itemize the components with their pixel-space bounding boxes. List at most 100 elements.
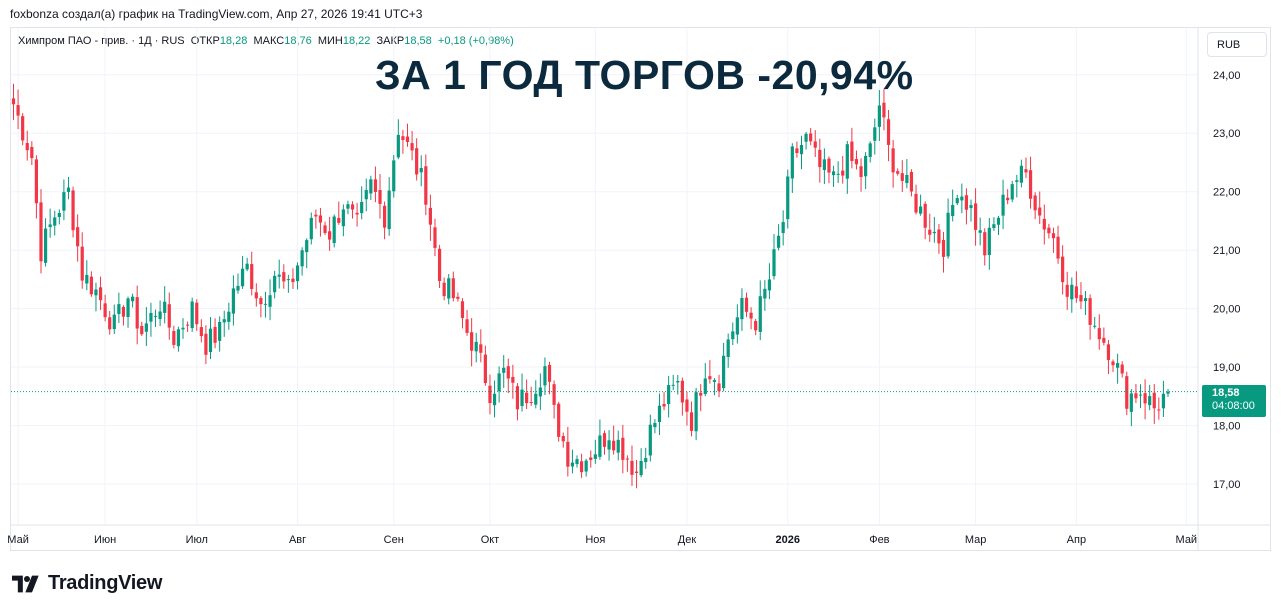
candle-body [905, 174, 909, 184]
candle-body [378, 190, 382, 204]
candle-body [318, 215, 323, 223]
chart-headline: ЗА 1 ГОД ТОРГОВ -20,94% [375, 52, 914, 98]
candle-body [1166, 391, 1170, 394]
candle-body [396, 134, 400, 158]
candle-body [295, 265, 300, 282]
candle-body [1161, 393, 1166, 409]
candle-body [222, 319, 226, 323]
candle-body [140, 325, 144, 335]
candle-body [465, 319, 469, 333]
last-price-tag: 18,58 04:08:00 [1202, 385, 1266, 417]
candle-body [360, 201, 364, 214]
candle-body [634, 471, 639, 473]
candle-body [667, 385, 671, 404]
candle-body [323, 225, 327, 234]
candle-body [873, 127, 877, 141]
candle-body [300, 250, 304, 267]
candle-body [708, 376, 712, 380]
candle-body [946, 212, 950, 257]
candle-body [176, 329, 181, 347]
candle-body [598, 435, 602, 457]
candle-body [437, 248, 442, 281]
candle-body [992, 224, 996, 229]
candle-body [593, 454, 597, 459]
tradingview-logo[interactable]: TradingView [12, 572, 162, 595]
candle-body [1157, 409, 1161, 411]
candle-body [941, 239, 946, 257]
symbol-name[interactable]: Химпром ПАО - прив. · 1Д · RUS [18, 35, 185, 47]
candle-body [470, 332, 474, 351]
candle-body [951, 204, 955, 217]
candle-body [268, 295, 272, 307]
candle-body [341, 209, 345, 227]
candle-body [277, 274, 281, 277]
candle-body [589, 457, 593, 460]
last-price-value: 18,58 [1212, 387, 1240, 399]
candle-body [1093, 325, 1097, 327]
candle-body [112, 314, 116, 330]
candle-body [30, 146, 34, 159]
x-tick-label: Ноя [585, 534, 605, 546]
candle-body [932, 231, 936, 234]
candle-body [877, 105, 881, 127]
candle-body [731, 331, 735, 340]
candle-body [744, 297, 749, 312]
candle-body [231, 288, 236, 314]
x-tick-label: Май [7, 534, 29, 546]
candle-body [479, 344, 483, 353]
high-label: МАКС [253, 35, 285, 47]
candle-body [117, 304, 121, 315]
candle-body [529, 401, 533, 403]
candle-body [126, 298, 130, 317]
candle-body [547, 364, 552, 382]
candle-body [1038, 207, 1042, 216]
candle-body [76, 227, 80, 247]
candle-body [387, 190, 391, 230]
candle-body [827, 158, 831, 173]
candle-body [859, 166, 863, 178]
candle-body [680, 380, 684, 403]
candle-body [1042, 218, 1046, 230]
candle-body [131, 296, 135, 302]
candle-body [662, 404, 666, 407]
candle-body [1001, 194, 1005, 216]
candle-body [172, 331, 176, 345]
candle-body [410, 143, 414, 151]
candle-body [305, 240, 309, 253]
chart-frame[interactable] [10, 27, 1271, 551]
candle-body [1129, 393, 1133, 412]
currency-button[interactable]: RUB [1207, 32, 1267, 57]
candle-body [781, 222, 785, 234]
candle-body [818, 149, 822, 168]
candle-body [653, 422, 657, 428]
candle-body [1051, 233, 1056, 239]
candle-body [1024, 169, 1028, 173]
candle-body [914, 193, 918, 213]
candle-body [909, 172, 914, 192]
candle-body [57, 212, 61, 217]
candle-body [1083, 298, 1088, 302]
change-value: +0,18 (+0,98%) [437, 35, 514, 47]
candle-body [987, 227, 991, 256]
candle-body [983, 232, 987, 256]
candle-body [1102, 337, 1106, 343]
candle-body [1134, 393, 1138, 399]
candle-body [314, 214, 318, 217]
y-tick-label: 23,00 [1213, 128, 1241, 140]
candle-body [864, 155, 868, 177]
candle-body [694, 392, 698, 432]
candle-body [584, 460, 588, 472]
candle-body [163, 301, 167, 313]
candle-body [488, 385, 492, 404]
candle-body [896, 171, 900, 174]
candle-body [552, 384, 556, 405]
candle-body [712, 380, 717, 382]
candle-body [900, 173, 904, 181]
candle-body [763, 288, 767, 299]
candle-body [149, 312, 153, 322]
candle-body [1061, 256, 1065, 283]
candle-body [886, 119, 891, 145]
x-tick-label: Фев [869, 534, 889, 546]
x-tick-label: Окт [481, 534, 500, 546]
